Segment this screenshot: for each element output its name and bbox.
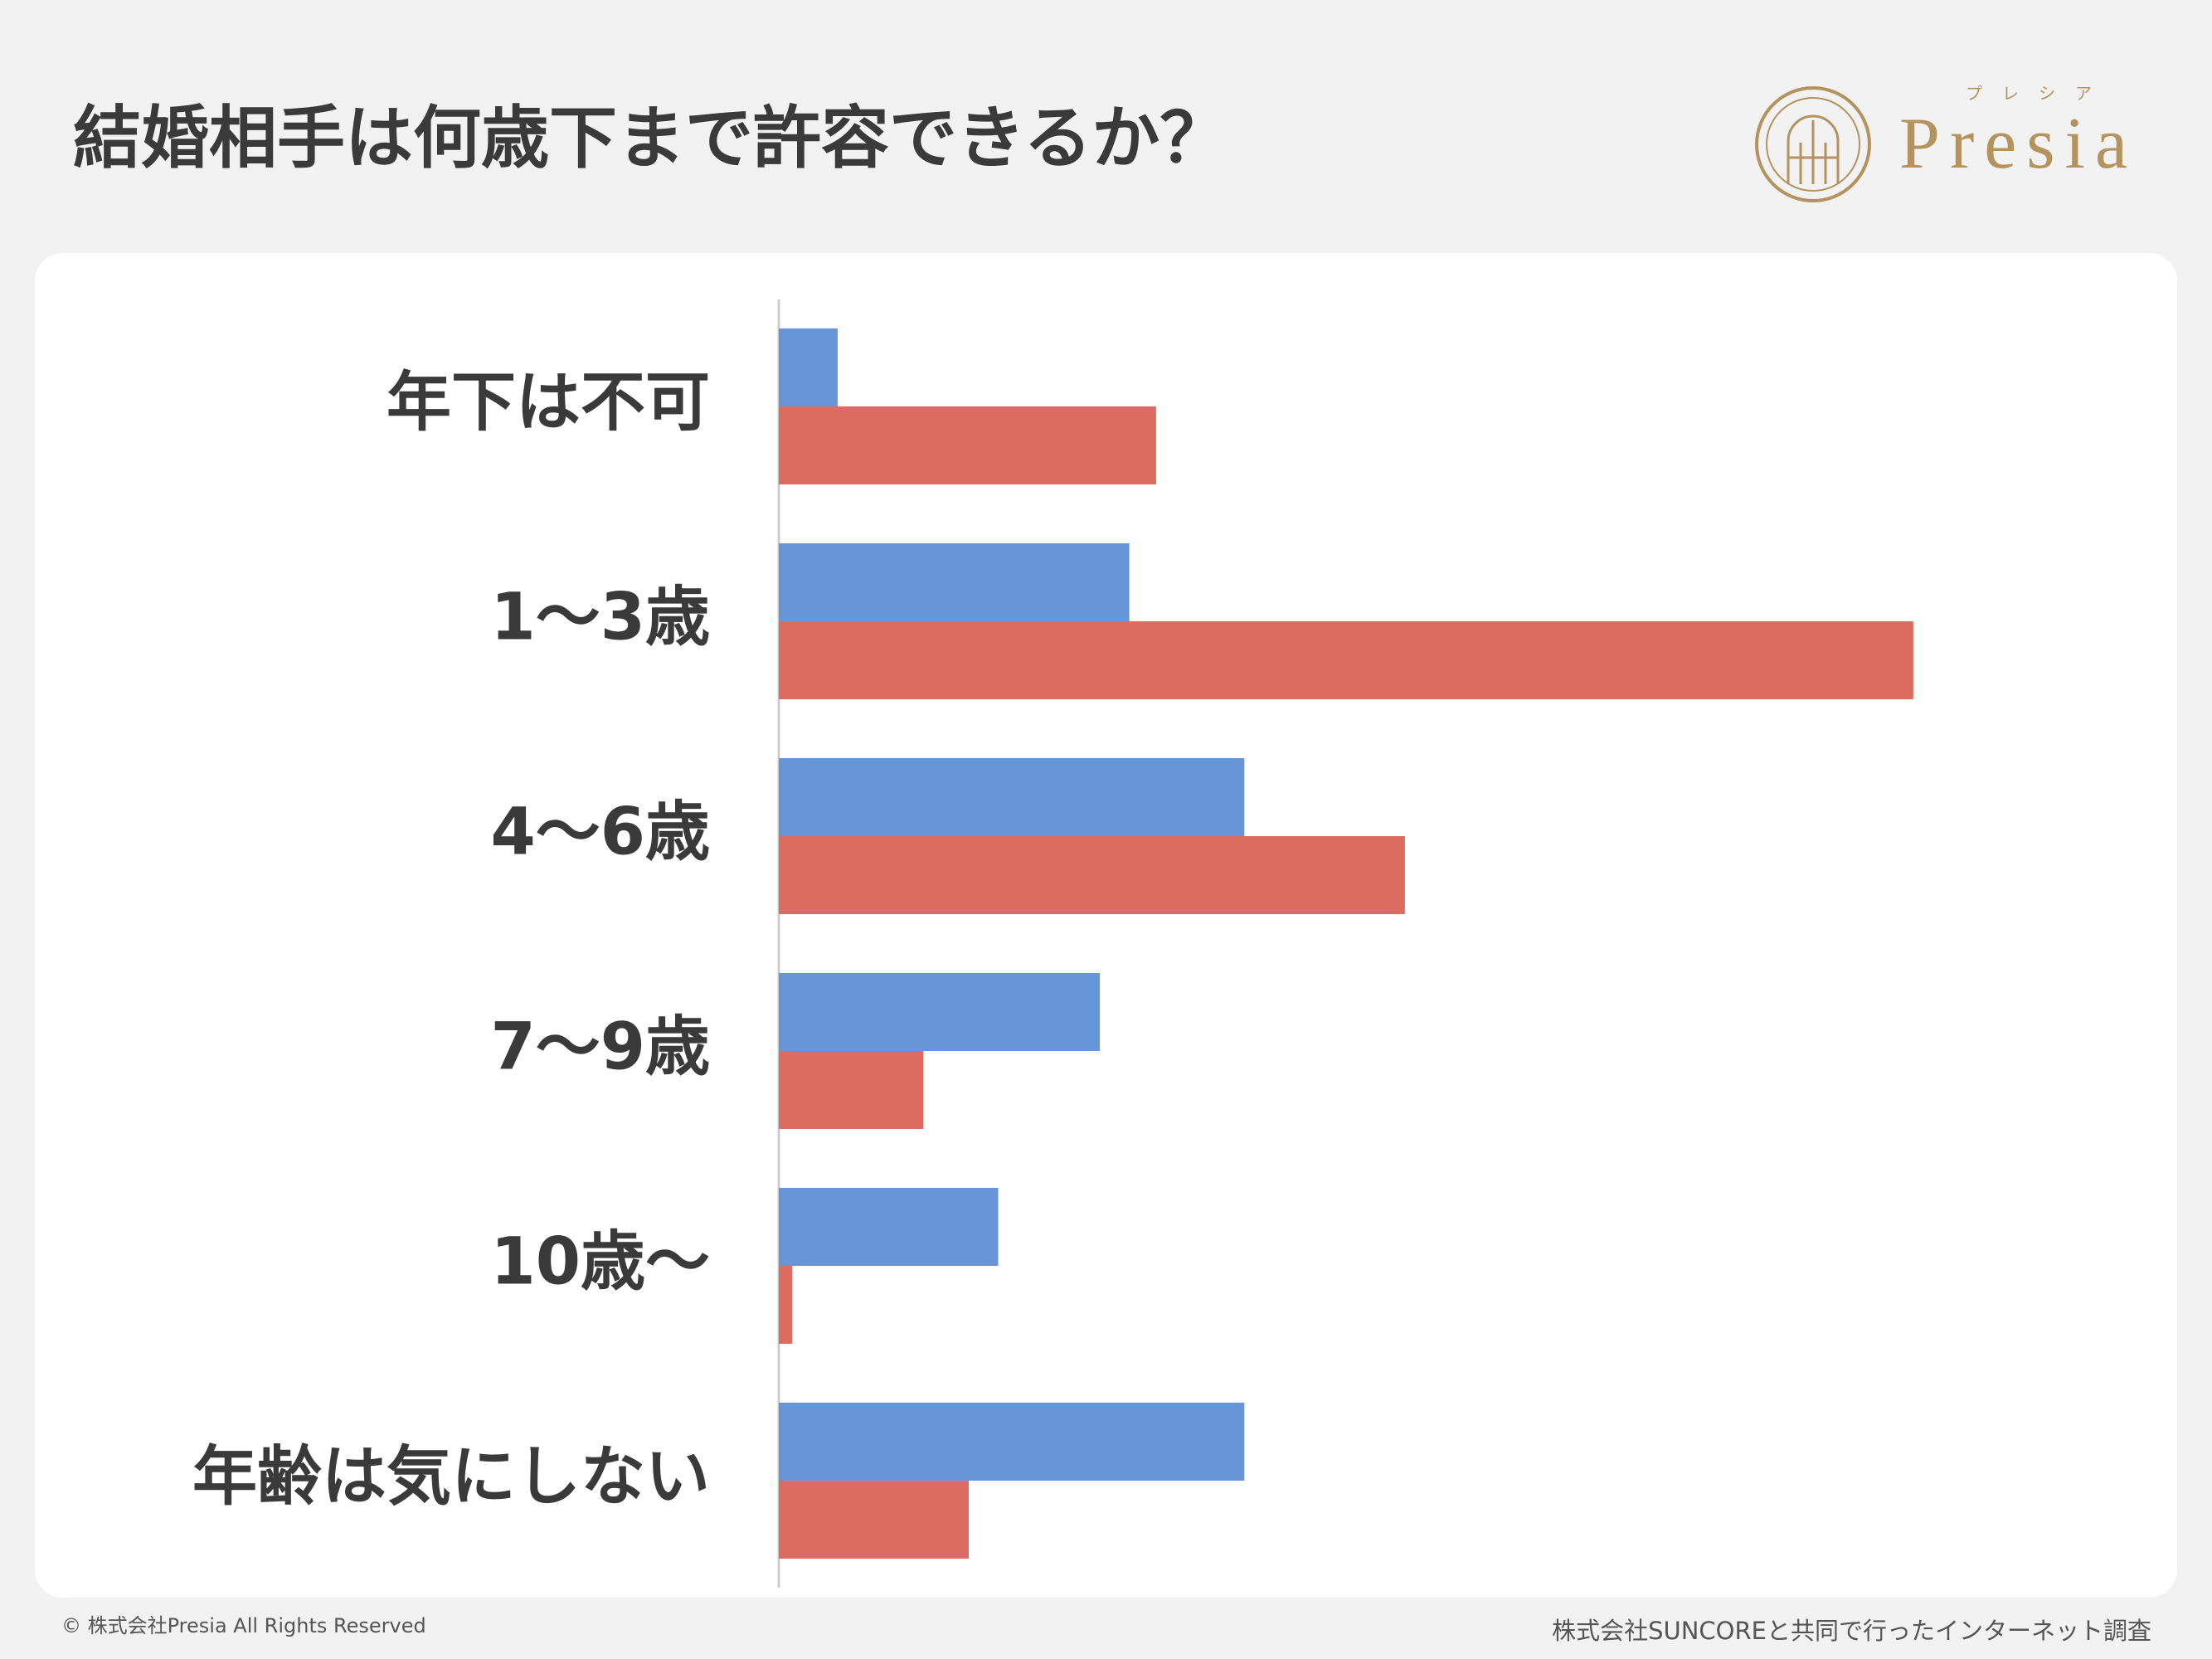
bar bbox=[779, 621, 1913, 699]
bar bbox=[779, 758, 1245, 836]
bar bbox=[779, 543, 1130, 621]
bar bbox=[779, 1188, 999, 1266]
bar bbox=[779, 328, 838, 406]
category-label: 7〜9歳 bbox=[490, 1010, 710, 1084]
category-label: 10歳〜 bbox=[490, 1224, 710, 1299]
copyright: © 株式会社Presia All Rights Reserved bbox=[61, 1614, 426, 1637]
bar bbox=[779, 406, 1156, 484]
bar bbox=[779, 973, 1101, 1051]
logo-ring bbox=[1755, 86, 1871, 202]
bar bbox=[779, 1403, 1245, 1481]
logo: Presia プレシア bbox=[1755, 84, 2137, 202]
category-label: 1〜3歳 bbox=[490, 580, 710, 654]
category-label: 4〜6歳 bbox=[490, 795, 710, 869]
category-label: 年下は不可 bbox=[386, 365, 710, 440]
bar bbox=[779, 836, 1405, 914]
bar bbox=[779, 1266, 793, 1344]
bar bbox=[779, 1481, 970, 1559]
chart-card bbox=[35, 253, 2177, 1598]
logo-window bbox=[1787, 114, 1840, 184]
source-note: 株式会社SUNCOREと共同で行ったインターネット調査 bbox=[1552, 1617, 2151, 1645]
brand-name: Presia bbox=[1899, 104, 2137, 184]
chart-title: 結婚相手は何歳下まで許容できるか？ bbox=[73, 99, 1228, 178]
category-label: 年齢は気にしない bbox=[192, 1439, 710, 1514]
logo-ring bbox=[1766, 97, 1860, 192]
brand-kana: プレシア bbox=[1966, 84, 2112, 104]
bar bbox=[779, 1051, 924, 1129]
